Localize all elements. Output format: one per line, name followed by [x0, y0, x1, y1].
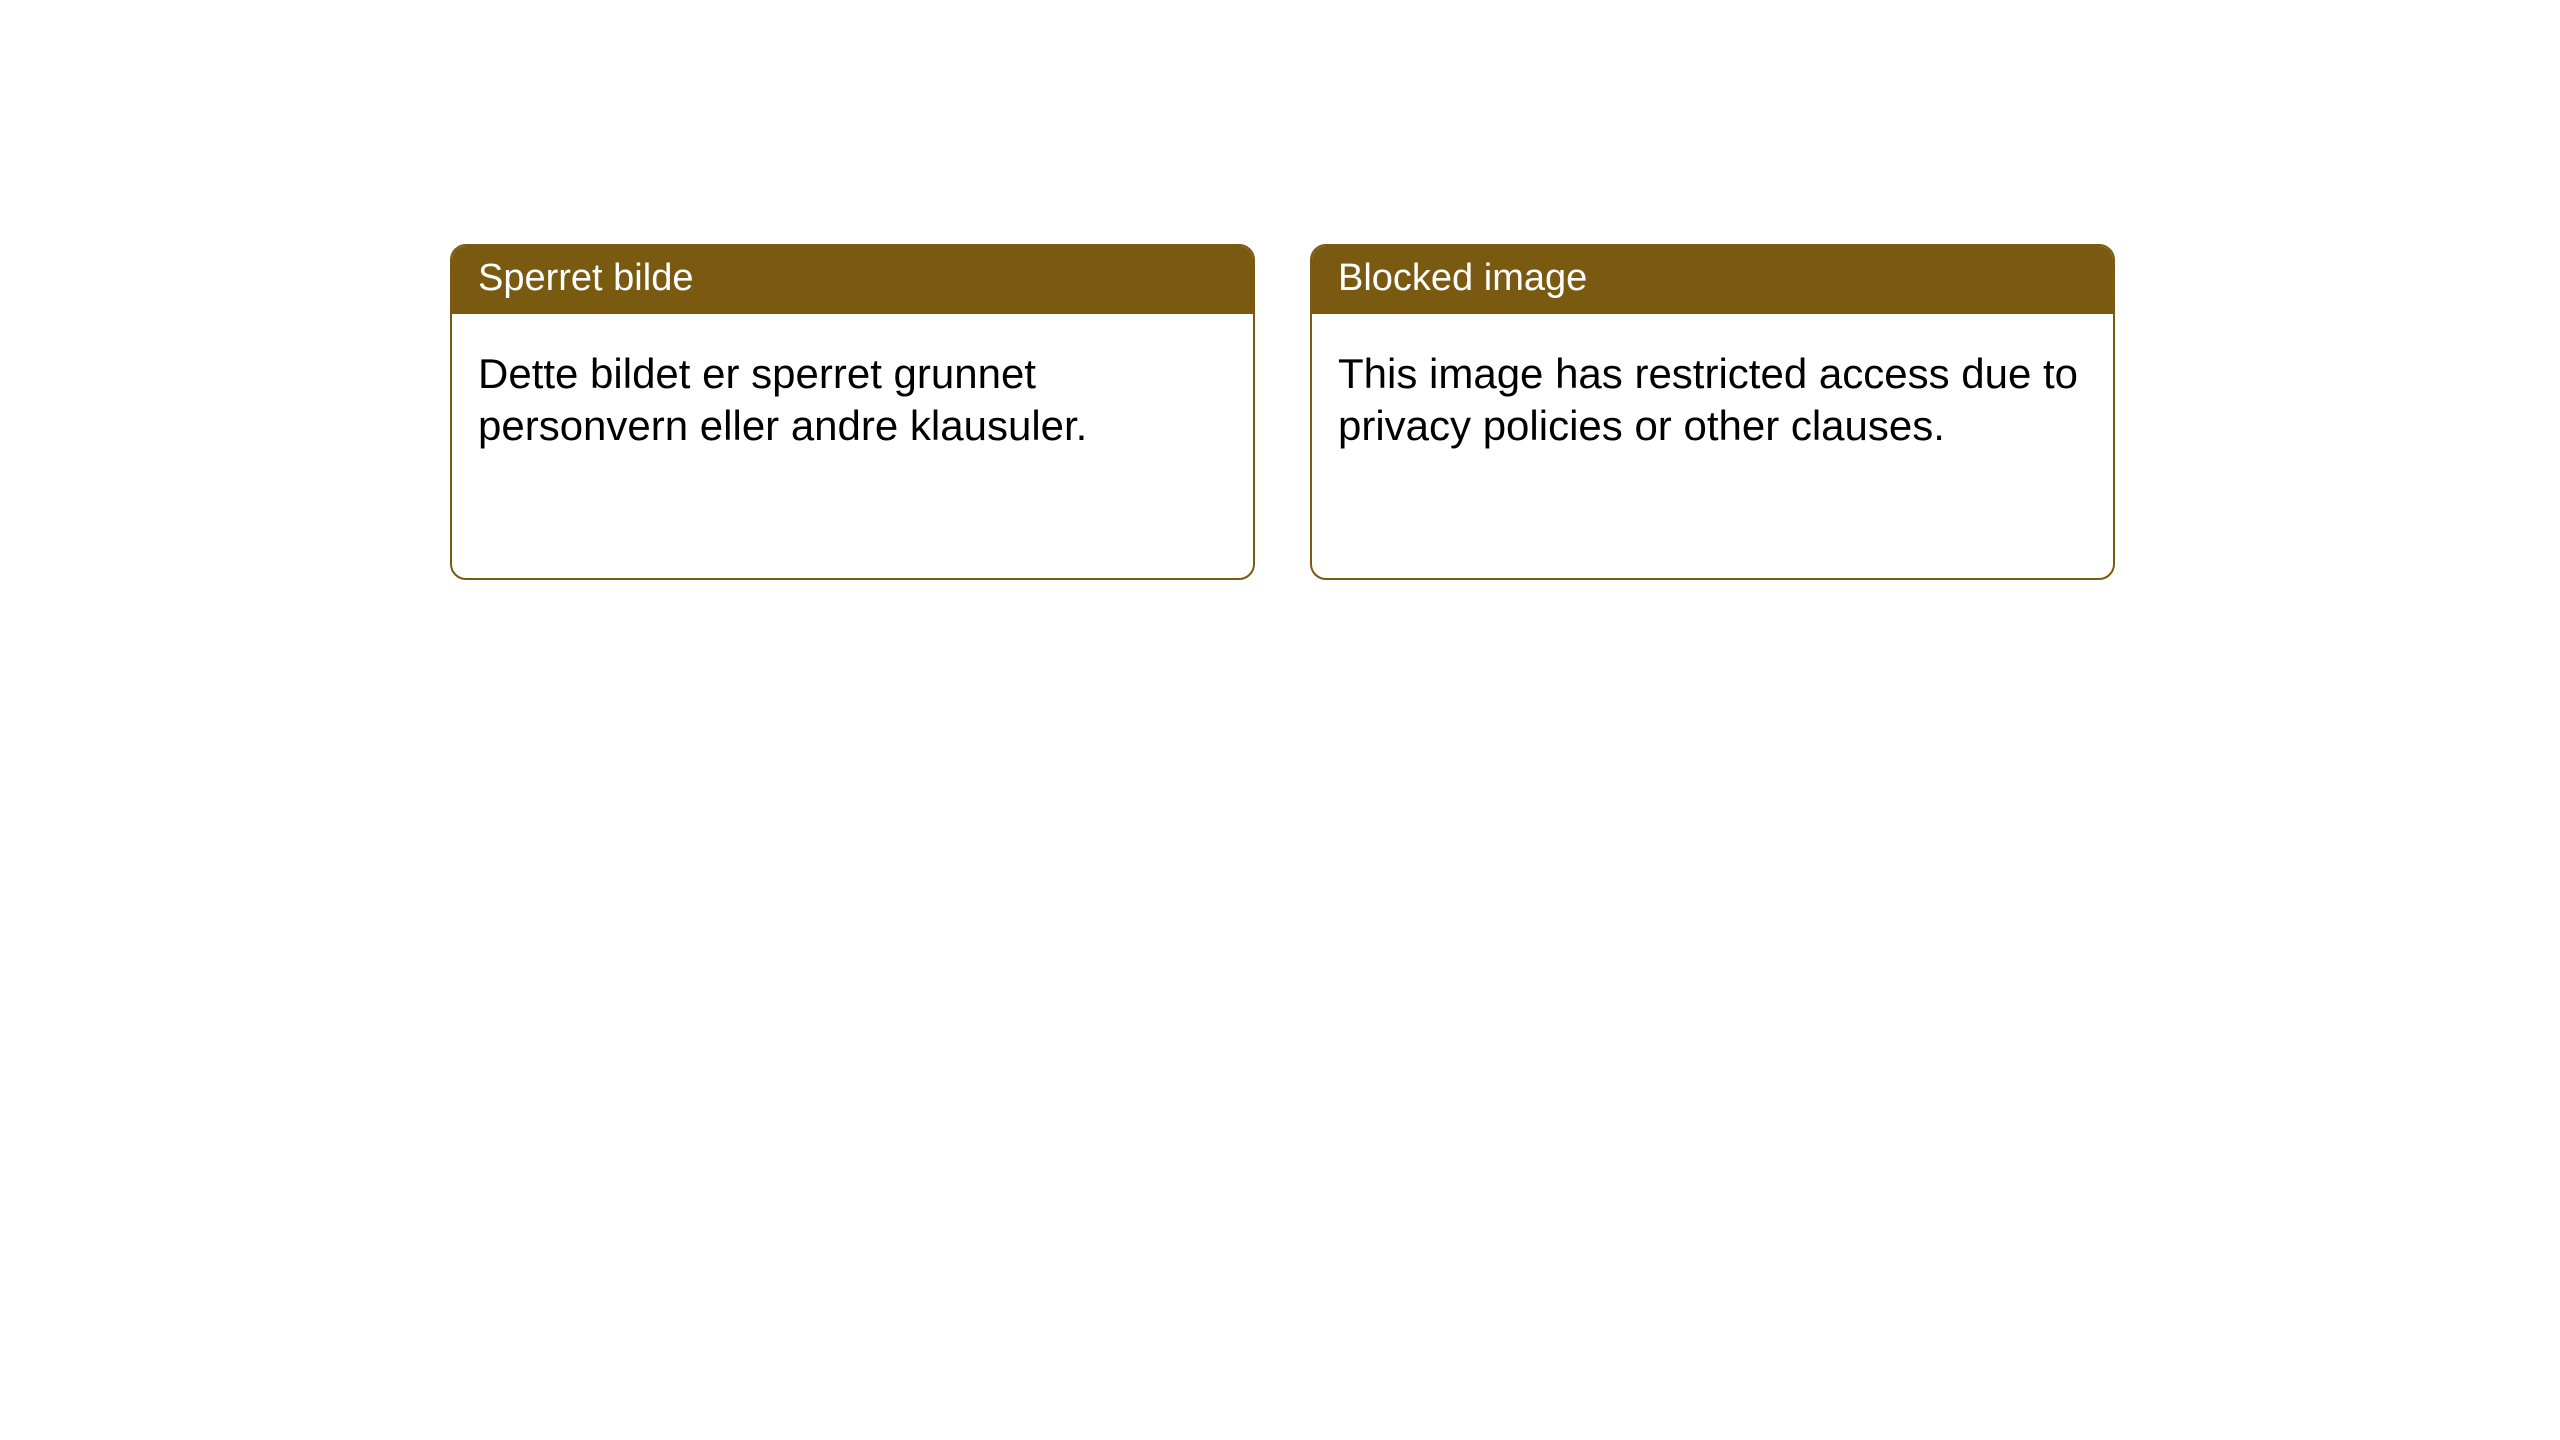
- card-body-english: This image has restricted access due to …: [1312, 314, 2113, 487]
- blocked-image-notice-container: Sperret bilde Dette bildet er sperret gr…: [450, 244, 2115, 580]
- blocked-image-card-english: Blocked image This image has restricted …: [1310, 244, 2115, 580]
- card-body-norwegian: Dette bildet er sperret grunnet personve…: [452, 314, 1253, 487]
- card-header-norwegian: Sperret bilde: [452, 246, 1253, 314]
- blocked-image-card-norwegian: Sperret bilde Dette bildet er sperret gr…: [450, 244, 1255, 580]
- card-header-english: Blocked image: [1312, 246, 2113, 314]
